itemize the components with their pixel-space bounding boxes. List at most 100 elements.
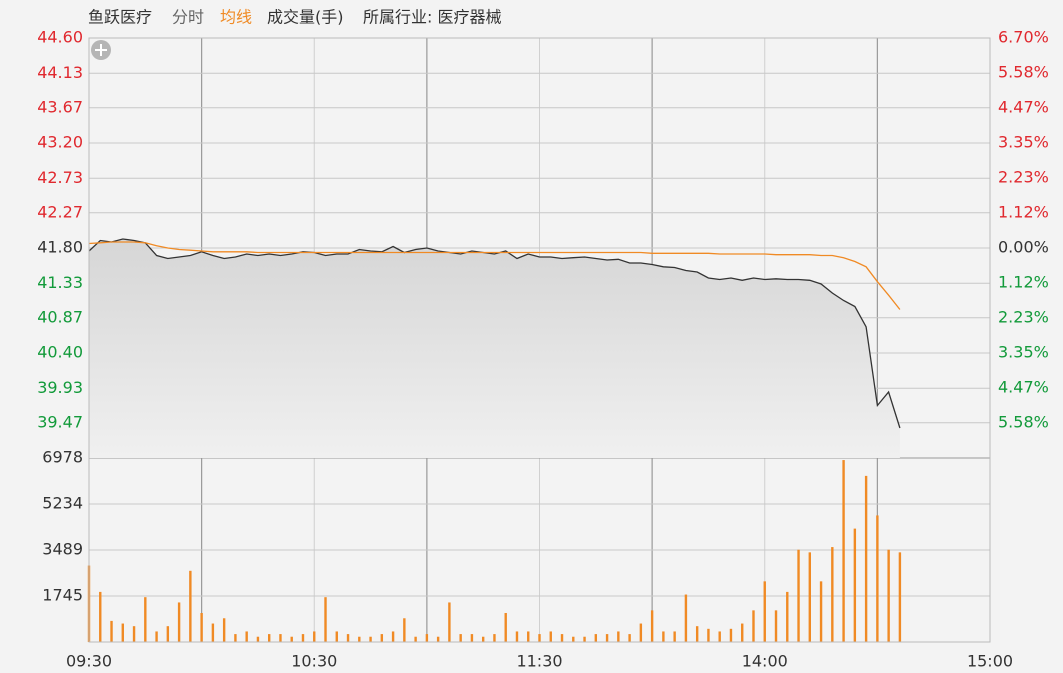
- y2-tick-label: 1.12%: [998, 273, 1049, 292]
- volume-bar: [605, 634, 609, 642]
- y2-tick-label: 6.70%: [998, 28, 1049, 47]
- volume-bar: [481, 636, 485, 642]
- volume-bar: [729, 628, 733, 642]
- volume-bar: [560, 634, 564, 642]
- volume-bar: [504, 612, 507, 642]
- volume-bar: [369, 636, 372, 642]
- volume-bar: [358, 636, 361, 642]
- volume-bar: [695, 626, 699, 642]
- y2-tick-label: 4.47%: [998, 97, 1049, 116]
- y-tick-label: 42.73: [37, 168, 83, 187]
- volume-bar: [200, 612, 203, 642]
- volume-bar: [831, 547, 834, 642]
- y-tick-label: 39.47: [37, 412, 83, 431]
- volume-bar: [617, 631, 620, 642]
- y-tick-label: 43.20: [37, 133, 83, 152]
- volume-bar: [628, 634, 631, 642]
- volume-bar: [346, 634, 350, 642]
- y2-tick-label: 2.23%: [998, 168, 1049, 187]
- volume-bar: [324, 597, 327, 642]
- y-tick-label: 44.13: [37, 63, 83, 82]
- volume-bar: [448, 602, 451, 642]
- volume-bar: [189, 570, 192, 642]
- y-tick-label: 44.60: [37, 28, 83, 47]
- volume-bar: [515, 631, 519, 642]
- volume-bar: [864, 475, 868, 642]
- frame: [88, 37, 991, 643]
- price-line: [88, 238, 901, 429]
- volume-bar: [279, 634, 282, 642]
- y2-tick-label: 2.23%: [998, 307, 1049, 326]
- y2-tick-label: 5.58%: [998, 63, 1049, 82]
- add-icon-plus: [95, 44, 107, 56]
- volume-bar: [436, 636, 440, 642]
- volume-bar: [819, 581, 823, 642]
- y-tick-label: 41.33: [37, 273, 83, 292]
- volume-bar: [335, 631, 338, 642]
- x-tick-label: 09:30: [66, 652, 112, 671]
- y-tick-label: 43.67: [37, 97, 83, 116]
- volume-bar: [290, 636, 293, 642]
- y2-tick-label: 5.58%: [998, 412, 1049, 431]
- volume-bar: [234, 634, 237, 642]
- volume-bar: [684, 594, 688, 642]
- volume-bar: [808, 552, 811, 642]
- y-tick-label: 3489: [42, 540, 83, 559]
- volume-bar: [741, 623, 744, 642]
- y-tick-label: 5234: [42, 493, 83, 512]
- y2-tick-label: 3.35%: [998, 133, 1049, 152]
- volume-bar: [425, 634, 429, 642]
- x-tick-label: 11:30: [516, 652, 562, 671]
- volume-bar: [774, 610, 778, 642]
- volume-bar: [211, 623, 215, 642]
- volume-bar: [144, 597, 147, 642]
- volume-bar: [898, 552, 902, 642]
- mode: 分时: [172, 8, 204, 27]
- volume-bar: [549, 631, 552, 642]
- y2-tick-label: 4.47%: [998, 378, 1049, 397]
- volume-bar: [155, 631, 158, 642]
- y-tick-label: 40.87: [37, 307, 83, 326]
- volume-bar: [301, 634, 305, 642]
- price-area: [89, 239, 900, 458]
- volume-bar: [876, 515, 879, 642]
- volume-bar: [842, 460, 845, 642]
- volume-bar: [594, 634, 598, 642]
- volume-bar: [403, 618, 406, 642]
- volume-bar: [853, 528, 857, 642]
- volume-bar: [459, 634, 462, 642]
- x-tick-label: 15:00: [967, 652, 1013, 671]
- y-tick-label: 42.27: [37, 202, 83, 221]
- volume-bar: [268, 634, 271, 642]
- volume-bar: [493, 634, 496, 642]
- volume-bar: [650, 610, 654, 642]
- y2-tick-label: 0.00%: [998, 238, 1049, 257]
- volume-bar: [752, 610, 755, 642]
- volume-bar: [707, 628, 710, 642]
- legend-avg: 均线: [220, 8, 252, 27]
- y-tick-label: 39.93: [37, 378, 83, 397]
- y-tick-label: 6978: [42, 448, 83, 467]
- volume-bar: [583, 636, 586, 642]
- volume-bar: [786, 591, 789, 642]
- volume-bar: [121, 623, 124, 642]
- volume-bar: [391, 631, 395, 642]
- volume-bar: [639, 623, 643, 642]
- volume-bar: [673, 631, 676, 642]
- x-tick-label: 14:00: [742, 652, 788, 671]
- legend-volume: 成交量(手): [267, 8, 344, 27]
- volume-bar: [166, 626, 170, 642]
- volume-bar: [256, 636, 260, 642]
- y-tick-label: 40.40: [37, 343, 83, 362]
- x-tick-label: 10:30: [291, 652, 337, 671]
- y2-tick-label: 3.35%: [998, 343, 1049, 362]
- volume-bar: [222, 618, 226, 642]
- volume-bar: [763, 581, 766, 642]
- volume-bar: [538, 634, 541, 642]
- volume-bar: [470, 634, 474, 642]
- average-line: [88, 241, 901, 310]
- volume-bar: [662, 631, 665, 642]
- volume-bar: [380, 634, 384, 642]
